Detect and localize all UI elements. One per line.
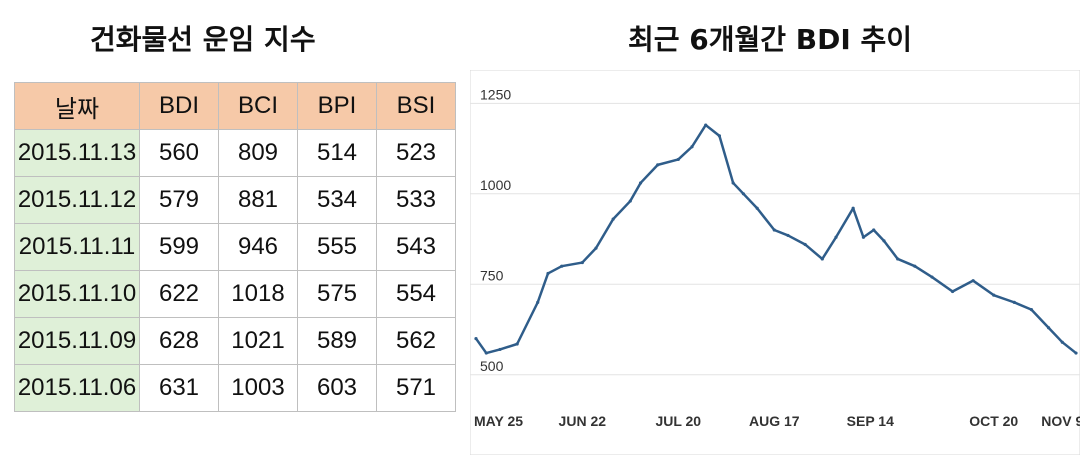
- cell-date: 2015.11.10: [14, 270, 140, 318]
- table-row: 2015.11.09 628 1021 589 562: [14, 317, 456, 365]
- cell-bdi: 631: [139, 364, 219, 412]
- x-tick-label: MAY 25: [474, 413, 523, 429]
- bdi-data-point: [872, 228, 876, 232]
- cell-bdi: 579: [139, 176, 219, 224]
- table-header-row: 날짜 BDI BCI BPI BSI: [14, 82, 456, 130]
- bdi-data-point: [515, 342, 519, 346]
- header-bpi: BPI: [297, 82, 377, 130]
- cell-bsi: 571: [376, 364, 456, 412]
- bdi-data-point: [1029, 308, 1034, 312]
- cell-bci: 1018: [218, 270, 298, 318]
- cell-bdi: 622: [139, 270, 219, 318]
- bdi-data-point: [594, 246, 598, 250]
- cell-bpi: 514: [297, 129, 377, 177]
- bdi-data-point: [971, 279, 975, 283]
- bdi-data-point: [786, 233, 790, 238]
- bdi-data-point: [755, 206, 759, 210]
- cell-bdi: 599: [139, 223, 219, 271]
- bdi-data-point: [913, 264, 917, 268]
- bdi-data-point: [896, 257, 900, 261]
- bdi-data-point: [676, 157, 680, 162]
- freight-index-table: 날짜 BDI BCI BPI BSI 2015.11.13 560 809 51…: [14, 82, 456, 412]
- y-tick-label: 500: [480, 358, 504, 374]
- cell-bci: 1021: [218, 317, 298, 365]
- bdi-data-point: [731, 181, 735, 185]
- bdi-data-point: [717, 134, 722, 138]
- header-bci: BCI: [218, 82, 298, 130]
- bdi-data-point: [882, 239, 886, 243]
- x-tick-label: JUL 20: [655, 413, 701, 429]
- x-tick-label: OCT 20: [969, 413, 1018, 429]
- cell-bci: 809: [218, 129, 298, 177]
- cell-bci: 1003: [218, 364, 298, 412]
- table-row: 2015.11.06 631 1003 603 571: [14, 364, 456, 412]
- cell-bci: 881: [218, 176, 298, 224]
- x-tick-label: AUG 17: [749, 413, 800, 429]
- bdi-data-point: [1060, 340, 1064, 344]
- bdi-data-point: [536, 300, 540, 304]
- y-tick-label: 750: [480, 267, 504, 283]
- bdi-data-point: [611, 217, 615, 221]
- bdi-data-point: [820, 257, 824, 261]
- bdi-data-point: [1046, 326, 1051, 330]
- cell-bsi: 554: [376, 270, 456, 318]
- bdi-data-point: [474, 336, 478, 341]
- table-row: 2015.11.11 599 946 555 543: [14, 223, 456, 271]
- cell-date: 2015.11.09: [14, 317, 140, 365]
- bdi-data-point: [628, 199, 632, 203]
- cell-date: 2015.11.12: [14, 176, 140, 224]
- bdi-data-point: [656, 163, 660, 167]
- bdi-line-chart: 500 750 1000 1250 MAY 25 JUN 22 JUL 20 AUG 17 S…: [470, 70, 1080, 455]
- header-bsi: BSI: [376, 82, 456, 130]
- cell-bsi: 523: [376, 129, 456, 177]
- y-tick-label: 1000: [480, 177, 511, 193]
- bdi-data-point: [992, 293, 996, 297]
- table-title: 건화물선 운임 지수: [90, 23, 316, 56]
- cell-bpi: 603: [297, 364, 377, 412]
- bdi-data-point: [1012, 300, 1016, 304]
- cell-bci: 946: [218, 223, 298, 271]
- cell-bpi: 589: [297, 317, 377, 365]
- table-row: 2015.11.13 560 809 514 523: [14, 129, 456, 177]
- bdi-data-point: [930, 275, 934, 279]
- bdi-data-point: [638, 181, 643, 185]
- bdi-data-point: [580, 260, 584, 265]
- header-bdi: BDI: [139, 82, 219, 130]
- header-date: 날짜: [14, 82, 140, 130]
- cell-bpi: 575: [297, 270, 377, 318]
- bdi-data-point: [851, 206, 855, 210]
- cell-date: 2015.11.06: [14, 364, 140, 412]
- x-tick-label: SEP 14: [847, 413, 894, 429]
- bdi-series-line: [474, 123, 1077, 355]
- cell-date: 2015.11.13: [14, 129, 140, 177]
- bdi-data-point: [704, 123, 708, 127]
- bdi-data-point: [690, 145, 694, 149]
- y-tick-label: 1250: [480, 86, 511, 102]
- x-tick-label: JUN 22: [559, 413, 607, 429]
- chart-title: 최근 6개월간 BDI 추이: [628, 23, 913, 56]
- bdi-data-point: [803, 242, 807, 247]
- cell-bsi: 562: [376, 317, 456, 365]
- bdi-data-point: [560, 264, 564, 268]
- bdi-data-point: [1074, 351, 1078, 355]
- chart-frame: [470, 70, 1080, 455]
- cell-bdi: 628: [139, 317, 219, 365]
- cell-bsi: 533: [376, 176, 456, 224]
- cell-bsi: 543: [376, 223, 456, 271]
- bdi-data-point: [546, 271, 550, 276]
- bdi-data-point: [741, 192, 746, 196]
- cell-bpi: 534: [297, 176, 377, 224]
- cell-date: 2015.11.11: [14, 223, 140, 271]
- bdi-data-point: [950, 289, 955, 294]
- bdi-data-point: [861, 235, 866, 239]
- bdi-data-point: [834, 235, 838, 239]
- cell-bpi: 555: [297, 223, 377, 271]
- x-tick-label: NOV 9: [1041, 413, 1080, 429]
- table-row: 2015.11.10 622 1018 575 554: [14, 270, 456, 318]
- bdi-data-point: [498, 347, 502, 352]
- bdi-data-point: [484, 351, 488, 355]
- cell-bdi: 560: [139, 129, 219, 177]
- bdi-data-point: [772, 228, 776, 232]
- table-row: 2015.11.12 579 881 534 533: [14, 176, 456, 224]
